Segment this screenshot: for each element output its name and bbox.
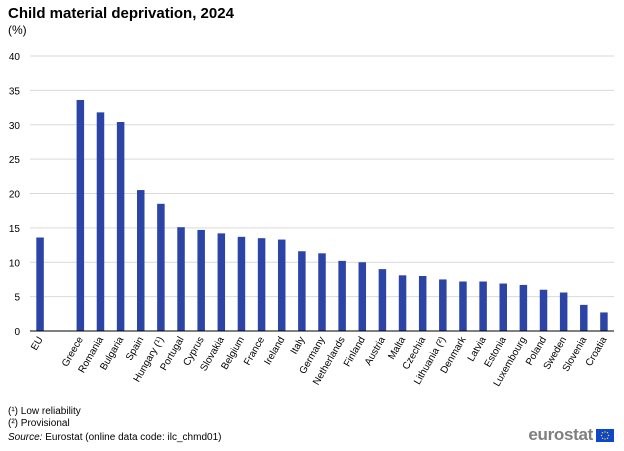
bar — [36, 237, 44, 331]
source-line: Source: Eurostat (online data code: ilc_… — [8, 432, 221, 443]
x-tick-label: EU — [29, 335, 45, 353]
y-tick-label: 10 — [9, 258, 21, 269]
bar — [580, 304, 588, 331]
bar — [298, 251, 306, 331]
bar — [318, 253, 326, 331]
bar — [539, 289, 548, 331]
chart-unit-label: (%) — [8, 23, 27, 37]
bar — [559, 292, 568, 331]
bar — [398, 275, 407, 331]
y-tick-label: 30 — [9, 121, 21, 132]
x-tick-label: Italy — [289, 335, 308, 356]
bar — [439, 279, 447, 331]
bar — [358, 262, 367, 331]
bar — [479, 281, 487, 331]
source-text: Eurostat (online data code: ilc_chmd01) — [45, 432, 222, 443]
bar — [237, 236, 246, 331]
bar — [257, 238, 266, 331]
bar — [76, 100, 85, 331]
eu-flag-icon — [596, 428, 614, 442]
bar — [519, 284, 528, 331]
footnote-low-reliability: (¹) Low reliability — [8, 406, 81, 417]
bar — [418, 276, 427, 331]
y-tick-label: 15 — [9, 224, 21, 235]
bar — [499, 283, 507, 331]
x-tick-label: Austria — [363, 335, 388, 368]
footnote-provisional: (²) Provisional — [8, 418, 70, 429]
eurostat-logo-text: eurostat — [528, 425, 593, 444]
bar — [378, 269, 387, 331]
bar — [277, 239, 286, 331]
bar — [197, 229, 205, 331]
bar — [177, 227, 185, 331]
bar — [116, 122, 125, 331]
bar — [459, 281, 467, 331]
chart-title: Child material deprivation, 2024 — [8, 5, 234, 22]
source-label: Source: — [8, 432, 43, 443]
bar — [338, 260, 346, 331]
bar — [96, 112, 105, 331]
y-tick-label: 0 — [14, 327, 20, 338]
y-tick-label: 20 — [9, 190, 21, 201]
bar — [217, 233, 226, 331]
bar — [600, 312, 608, 331]
y-tick-label: 5 — [14, 293, 20, 304]
y-tick-label: 25 — [9, 155, 21, 166]
bar — [137, 190, 145, 331]
y-tick-label: 40 — [9, 52, 21, 63]
eurostat-logo: eurostat — [528, 425, 614, 445]
bar — [157, 203, 165, 331]
y-tick-label: 35 — [9, 86, 21, 97]
x-tick-label: Ireland — [263, 335, 288, 367]
